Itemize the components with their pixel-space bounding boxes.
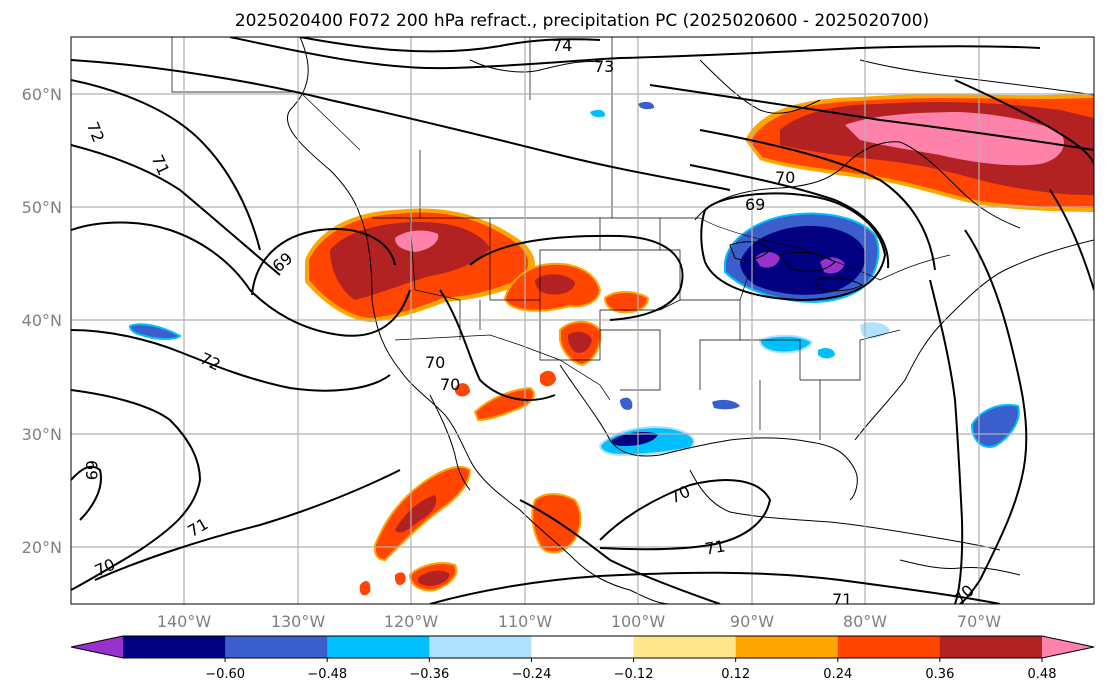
colorbar: −0.60 −0.48 −0.36 −0.24 −0.12 0.12 0.24 0.36 0.4… [70, 635, 1095, 682]
colorbar-tick-label: −0.60 [205, 667, 245, 682]
colorbar-tick-label: −0.48 [307, 667, 347, 682]
lon-tick-label: 80°W [843, 612, 887, 631]
lat-axis: 60°N 50°N 40°N 30°N 20°N [22, 85, 62, 557]
colorbar-bin [531, 636, 635, 658]
lon-tick-label: 120°W [384, 612, 439, 631]
contour-label: 69 [82, 460, 101, 480]
colorbar-extend-max [1042, 636, 1094, 658]
contour-label: 71 [832, 590, 852, 609]
contour-label: 73 [594, 57, 614, 76]
colorbar-tick-label: 0.36 [925, 667, 954, 682]
colorbar-tick-label: 0.12 [721, 667, 750, 682]
colorbar-bin [939, 636, 1043, 658]
lon-tick-label: 90°W [730, 612, 774, 631]
colorbar-bin [837, 636, 941, 658]
colorbar-bin [123, 636, 226, 658]
contour-label: 70 [440, 375, 460, 394]
precip-region-northern-rockies [503, 262, 650, 314]
colorbar-bin [429, 636, 532, 658]
lon-tick-label: 110°W [498, 612, 553, 631]
colorbar-outline [70, 635, 1095, 659]
lon-tick-label: 100°W [611, 612, 666, 631]
figure-title: 2025020400 F072 200 hPa refract., precip… [235, 11, 929, 31]
precip-region-eastern-canada [745, 93, 1094, 212]
precip-region-west-mexico [359, 465, 582, 596]
colorbar-bin [633, 636, 737, 658]
contour-label: 71 [703, 536, 726, 558]
precip-region-great-lakes [724, 212, 890, 359]
lat-tick-label: 40°N [22, 311, 62, 330]
contour-label: 74 [552, 36, 572, 55]
contour-label: 70 [775, 168, 795, 187]
precip-shading [128, 93, 1094, 596]
map-panel: 74 73 72 71 70 69 72 69 70 70 69 71 70 7… [70, 36, 1095, 609]
lon-tick-label: 140°W [157, 612, 212, 631]
colorbar-tick-label: −0.12 [614, 667, 654, 682]
colorbar-bin [225, 636, 328, 658]
lat-tick-label: 20°N [22, 538, 62, 557]
lat-tick-label: 60°N [22, 85, 62, 104]
lon-axis: 140°W 130°W 120°W 110°W 100°W 90°W 80°W … [157, 612, 1001, 631]
political-borders [171, 37, 951, 440]
colorbar-tick-label: −0.24 [512, 667, 552, 682]
contour-label: 70 [425, 353, 445, 372]
gridlines [71, 37, 1094, 604]
colorbar-extend-min [71, 636, 123, 658]
precip-region-pacific-northwest [305, 208, 535, 322]
lat-tick-label: 50°N [22, 198, 62, 217]
colorbar-bin [735, 636, 839, 658]
lat-tick-label: 30°N [22, 425, 62, 444]
colorbar-tick-label: 0.48 [1028, 667, 1057, 682]
map-frame [70, 36, 1095, 605]
lon-tick-label: 130°W [271, 612, 326, 631]
precip-region-southwest-us [455, 320, 602, 422]
contour-label: 69 [745, 195, 765, 214]
lon-tick-label: 70°W [957, 612, 1001, 631]
colorbar-tick-label: −0.36 [409, 667, 449, 682]
refractivity-contours [71, 37, 1094, 604]
precip-region-pacific [128, 101, 655, 340]
colorbar-bin [327, 636, 430, 658]
colorbar-tick-label: 0.24 [823, 667, 852, 682]
